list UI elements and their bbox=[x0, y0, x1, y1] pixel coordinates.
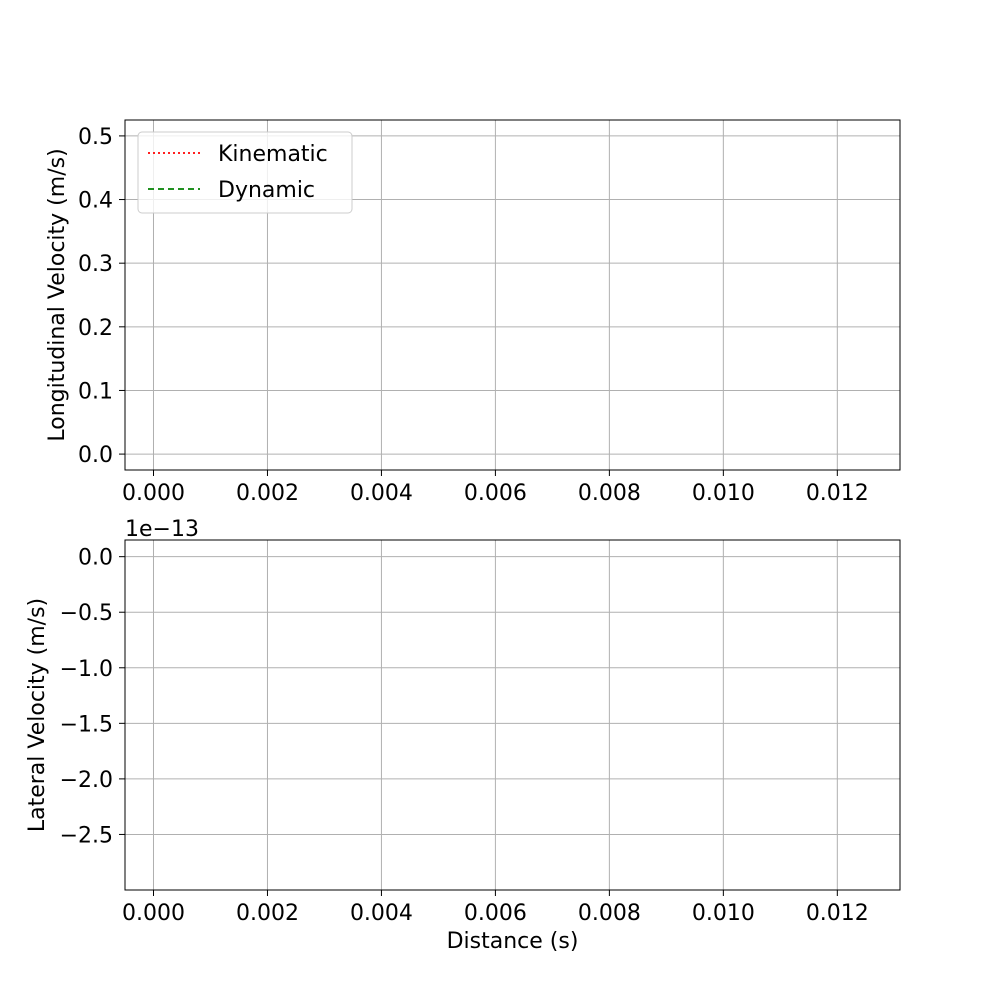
x-tick-label: 0.010 bbox=[692, 901, 755, 926]
x-tick-label: 0.010 bbox=[692, 481, 755, 506]
x-tick-label: 0.000 bbox=[122, 481, 185, 506]
y-tick-label: −2.5 bbox=[60, 823, 113, 848]
y-axis-label: Longitudinal Velocity (m/s) bbox=[45, 148, 70, 441]
x-tick-label: 0.008 bbox=[578, 481, 641, 506]
x-tick-label: 0.002 bbox=[236, 481, 299, 506]
x-tick-label: 0.004 bbox=[350, 901, 413, 926]
y-tick-label: −1.5 bbox=[60, 712, 113, 737]
longitudinal-velocity-chart: 0.000 0.002 0.004 0.006 0.008 0.010 0.012 0.0 0.… bbox=[45, 119, 901, 506]
y-tick-label: 0.0 bbox=[78, 546, 113, 571]
x-tick-label: 0.004 bbox=[350, 481, 413, 506]
y-tick-label: −0.5 bbox=[60, 601, 113, 626]
y-tick-label: 0.1 bbox=[78, 379, 113, 404]
y-tick-label: 0.3 bbox=[78, 252, 113, 277]
x-tick-label: 0.008 bbox=[578, 901, 641, 926]
legend: Kinematic Dynamic bbox=[137, 131, 353, 214]
grid bbox=[125, 540, 900, 890]
x-tick-label: 0.000 bbox=[122, 901, 185, 926]
x-tick-label: 0.012 bbox=[806, 901, 869, 926]
y-tick-label: 0.5 bbox=[78, 125, 113, 150]
grid bbox=[125, 120, 900, 470]
y-tick-label: −1.0 bbox=[60, 657, 113, 682]
lateral-velocity-chart: 0.000 0.002 0.004 0.006 0.008 0.010 0.012 0.0 −0… bbox=[25, 517, 901, 954]
axes-frame bbox=[124, 539, 901, 891]
x-tick-label: 0.012 bbox=[806, 481, 869, 506]
x-tick-label: 0.002 bbox=[236, 901, 299, 926]
y-tick-label: 0.4 bbox=[78, 189, 113, 214]
axes-frame bbox=[124, 119, 901, 471]
x-tick-label: 0.006 bbox=[464, 481, 527, 506]
y-axis-label: Lateral Velocity (m/s) bbox=[25, 598, 50, 832]
y-tick-label: 0.0 bbox=[78, 443, 113, 468]
legend-label: Kinematic bbox=[218, 142, 328, 167]
axis-offset-text: 1e−13 bbox=[125, 517, 199, 542]
y-tick-label: −2.0 bbox=[60, 768, 113, 793]
legend-label: Dynamic bbox=[218, 178, 315, 203]
x-axis-label: Distance (s) bbox=[447, 929, 579, 954]
x-tick-label: 0.006 bbox=[464, 901, 527, 926]
y-tick-label: 0.2 bbox=[78, 316, 113, 341]
legend-box bbox=[137, 131, 353, 214]
